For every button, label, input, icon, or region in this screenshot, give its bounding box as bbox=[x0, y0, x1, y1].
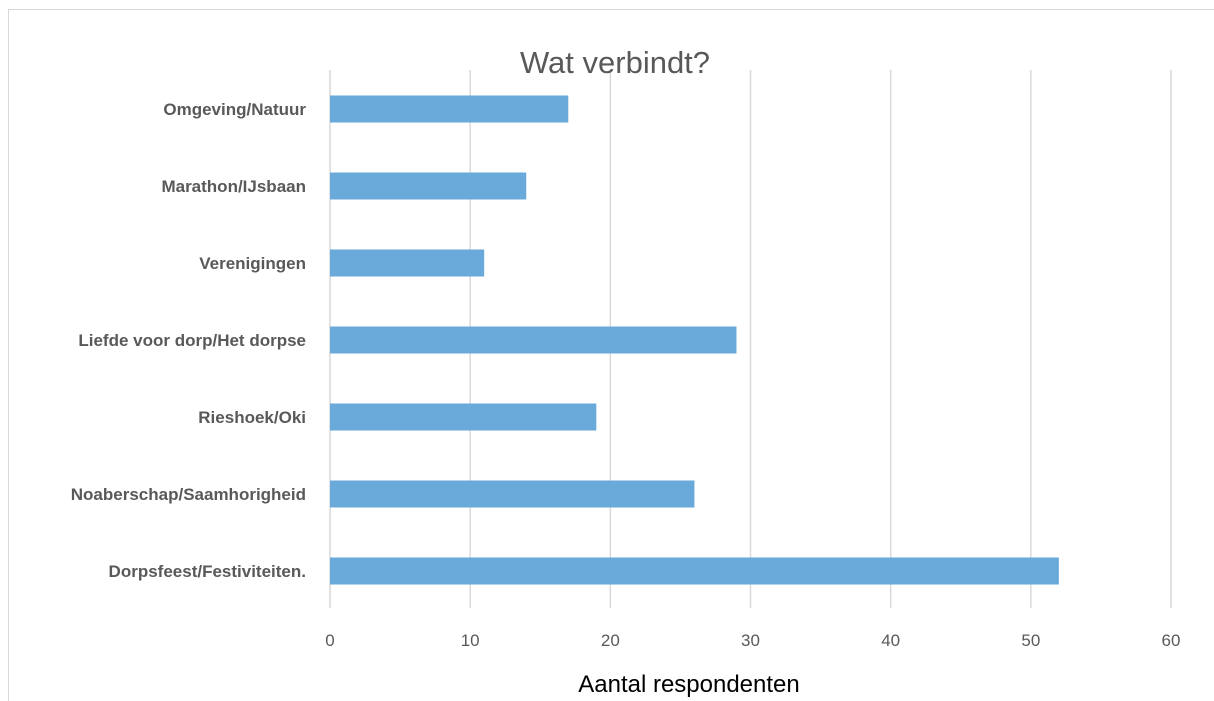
x-tick-label: 60 bbox=[1162, 631, 1181, 650]
x-tick-label: 30 bbox=[741, 631, 760, 650]
x-tick-label: 10 bbox=[461, 631, 480, 650]
x-tick-labels: 0 10 20 30 40 50 60 bbox=[325, 631, 1180, 650]
bar bbox=[330, 557, 1059, 585]
x-tick-label: 0 bbox=[325, 631, 334, 650]
category-label: Noaberschap/Saamhorigheid bbox=[71, 485, 306, 504]
bar bbox=[330, 249, 485, 277]
chart-title: Wat verbindt? bbox=[520, 45, 710, 80]
category-label: Dorpsfeest/Festiviteiten. bbox=[109, 562, 306, 581]
category-label: Rieshoek/Oki bbox=[198, 408, 306, 427]
category-label: Liefde voor dorp/Het dorpse bbox=[78, 331, 306, 350]
x-axis-title: Aantal respondenten bbox=[578, 671, 800, 698]
category-label: Marathon/IJsbaan bbox=[161, 177, 306, 196]
category-label: Verenigingen bbox=[199, 254, 306, 273]
bar bbox=[330, 326, 737, 354]
bar bbox=[330, 95, 569, 123]
bar bbox=[330, 172, 527, 200]
chart-frame bbox=[8, 9, 1214, 701]
x-tick-label: 20 bbox=[601, 631, 620, 650]
bar bbox=[330, 480, 695, 508]
bar bbox=[330, 403, 597, 431]
x-tick-label: 50 bbox=[1021, 631, 1040, 650]
x-tick-label: 40 bbox=[881, 631, 900, 650]
category-label: Omgeving/Natuur bbox=[163, 100, 306, 119]
category-labels: Omgeving/Natuur Marathon/IJsbaan Verenigin… bbox=[71, 100, 307, 581]
bars bbox=[330, 95, 1059, 585]
